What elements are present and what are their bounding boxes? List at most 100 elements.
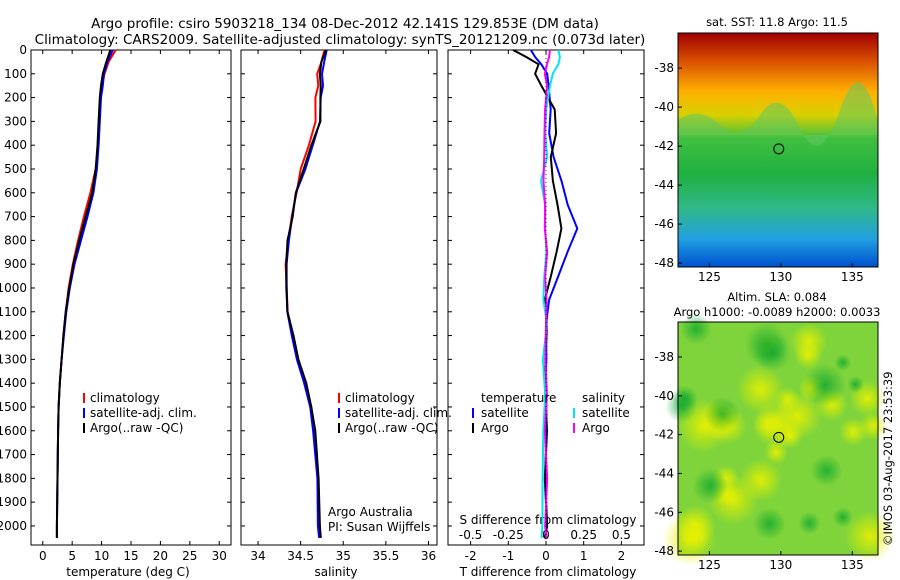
- float-location-marker: [773, 143, 785, 155]
- sla-high-patch: [844, 510, 896, 562]
- sst-field: [678, 33, 878, 267]
- depth-axis: 0 100 200 300 400 500 600 700 800 900 1000 1100 1200…: [0, 43, 644, 533]
- legend-label: Argo(..raw -QC): [90, 421, 183, 435]
- legend-label: Argo(..raw -QC): [345, 421, 438, 435]
- x-tick-label: 34: [250, 549, 265, 563]
- lat-tick-label: -40: [654, 100, 674, 114]
- legend-label: satellite: [582, 406, 630, 420]
- lat-tick-label: -42: [654, 139, 674, 153]
- s-difference-tick-label: 0.25: [570, 528, 597, 542]
- difference-series: [512, 49, 579, 545]
- x-tick-label: 15: [123, 549, 138, 563]
- sst-map-title: sat. SST: 11.8 Argo: 11.5: [706, 15, 848, 29]
- depth-tick-label: 400: [4, 138, 27, 152]
- depth-tick-label: 0: [19, 43, 27, 57]
- lon-tick-label: 130: [769, 270, 792, 284]
- sla-high-patch: [793, 341, 822, 370]
- lon-tick-label: 125: [698, 558, 721, 572]
- salinity-series: [284, 49, 328, 539]
- depth-tick-label: 1100: [0, 305, 27, 319]
- salinity-xlabel: salinity: [314, 565, 357, 579]
- sla-map-title-line1: Altim. SLA: 0.084: [727, 290, 826, 304]
- sla-map: [662, 313, 896, 567]
- s-difference-tick-label: 0.5: [612, 528, 631, 542]
- s-difference-label: S difference from climatology: [460, 513, 637, 527]
- depth-tick-label: 2000: [0, 519, 27, 533]
- depth-tick-label: 700: [4, 210, 27, 224]
- x-tick-label: 25: [182, 549, 197, 563]
- sla-low-patch: [798, 511, 821, 535]
- salinity-x-axis: 34 34.5 35 35.5 36: [250, 50, 436, 563]
- legend-label: climatology: [90, 391, 160, 405]
- lat-tick-label: -38: [654, 61, 674, 75]
- pi-note: PI: Susan Wijffels: [328, 520, 430, 534]
- depth-tick-label: 1000: [0, 281, 27, 295]
- depth-tick-label: 600: [4, 186, 27, 200]
- depth-tick-label: 1400: [0, 376, 27, 390]
- lon-tick-label: 135: [841, 558, 864, 572]
- depth-tick-label: 500: [4, 162, 27, 176]
- lon-tick-label: 130: [769, 558, 792, 572]
- depth-tick-label: 1500: [0, 400, 27, 414]
- sla-map-title-line2: Argo h1000: -0.0089 h2000: 0.0033: [674, 305, 881, 319]
- lat-tick-label: -48: [654, 544, 674, 558]
- sla-low-patch: [692, 468, 729, 504]
- sla-low-patch: [680, 313, 712, 345]
- sla-high-patch: [753, 409, 784, 440]
- s-difference-tick-label: -0.25: [493, 528, 524, 542]
- sla-low-patch: [752, 333, 792, 372]
- depth-tick-label: 1700: [0, 448, 27, 462]
- legend-label: climatology: [345, 391, 415, 405]
- temperature-series: [55, 49, 117, 538]
- lat-tick-label: -46: [654, 505, 674, 519]
- lat-tick-label: -48: [654, 256, 674, 270]
- x-tick-label: 35: [336, 549, 351, 563]
- argo-australia-note: Argo Australia: [328, 505, 413, 519]
- depth-tick-label: 200: [4, 91, 27, 105]
- legend-label: satellite: [481, 406, 529, 420]
- lat-tick-label: -38: [654, 350, 674, 364]
- depth-tick-label: 100: [4, 67, 27, 81]
- depth-tick-label: 300: [4, 114, 27, 128]
- x-tick-label: 35.5: [373, 549, 400, 563]
- sla-high-patch: [839, 417, 868, 447]
- x-tick-label: 34.5: [287, 549, 314, 563]
- legend-label: satellite-adj. clim.: [90, 406, 197, 420]
- salinity-legend: climatology satellite-adj. clim. Argo(..…: [338, 391, 452, 435]
- x-tick-label: 0: [542, 549, 550, 563]
- sla-low-patch: [834, 354, 852, 372]
- sla-low-patch: [847, 376, 865, 393]
- lat-tick-label: -42: [654, 428, 674, 442]
- x-tick-label: -1: [502, 549, 514, 563]
- lat-tick-label: -46: [654, 217, 674, 231]
- sst-map-axes: 125 130 135 -38 -40 -42 -44 -46 -48: [654, 61, 863, 284]
- sla-low-patch: [803, 363, 846, 407]
- x-tick-label: 5: [68, 549, 76, 563]
- lon-tick-label: 135: [841, 270, 864, 284]
- figure-title-line1: Argo profile: csiro 5903218_134 08-Dec-2…: [91, 16, 599, 32]
- legend-label: Argo: [481, 421, 509, 435]
- series-line-argo-raw-qc-: [55, 49, 112, 538]
- depth-tick-label: 1800: [0, 471, 27, 485]
- sla-map-axes: 125 130 135 -38 -40 -42 -44 -46 -48: [654, 350, 863, 572]
- legend-title-salinity: salinity: [582, 391, 625, 405]
- sst-map-frame: [677, 32, 879, 268]
- sst-map: [677, 32, 879, 268]
- x-tick-label: 10: [94, 549, 109, 563]
- depth-tick-label: 1300: [0, 352, 27, 366]
- figure-title-line2: Climatology: CARS2009. Satellite-adjuste…: [35, 32, 646, 48]
- sla-low-patch: [832, 507, 853, 528]
- difference-xlabel: T difference from climatology: [459, 565, 637, 579]
- lat-tick-label: -44: [654, 178, 674, 192]
- temperature-xlabel: temperature (deg C): [66, 565, 189, 579]
- series-line-argo-raw-qc-: [285, 49, 327, 538]
- sla-high-patch: [681, 521, 710, 551]
- imos-timestamp: ©IMOS 03-Aug-2017 23:53:39: [881, 371, 895, 546]
- x-tick-label: 1: [580, 549, 588, 563]
- sla-low-patch: [665, 390, 698, 423]
- x-tick-label: 30: [212, 549, 227, 563]
- sla-low-patch: [753, 507, 786, 540]
- legend-label: satellite-adj. clim.: [345, 406, 452, 420]
- sla-low-patch: [810, 454, 843, 487]
